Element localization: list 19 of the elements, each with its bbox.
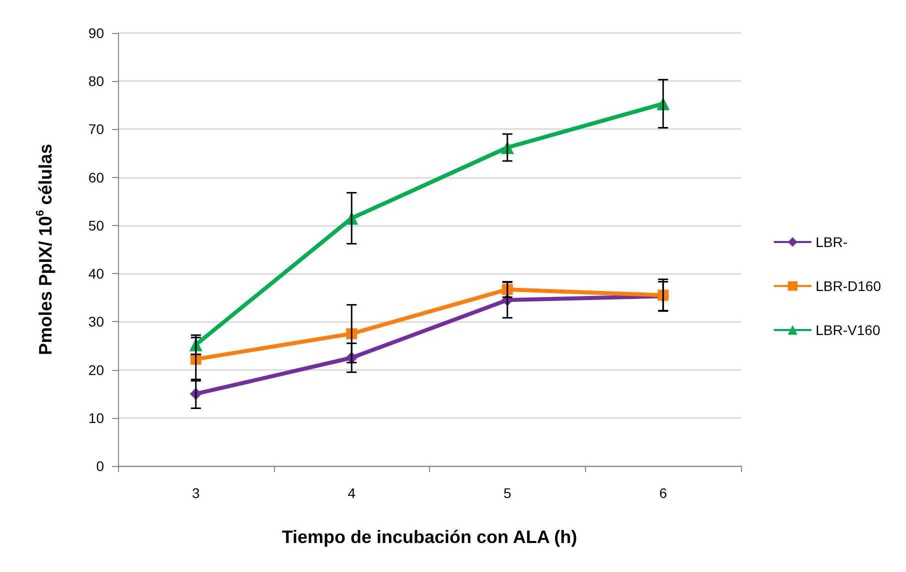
x-tick-label: 3 <box>192 485 200 501</box>
x-tick-label: 4 <box>348 485 356 501</box>
y-tick-label: 40 <box>88 266 104 282</box>
y-tick-label: 80 <box>88 73 104 90</box>
y-tick-label: 30 <box>88 314 104 330</box>
x-tick-label: 5 <box>503 485 512 501</box>
y-tick-label: 20 <box>88 362 104 378</box>
y-tick-label: 60 <box>88 169 104 186</box>
legend-label: LBR-D160 <box>816 278 882 294</box>
y-tick-label: 70 <box>88 121 104 138</box>
legend-label: LBR- <box>816 234 848 250</box>
y-tick-label: 50 <box>88 217 104 234</box>
x-axis-title: Tiempo de incubación con ALA (h) <box>282 527 578 547</box>
y-tick-label: 10 <box>88 410 104 426</box>
y-tick-label: 0 <box>96 458 104 474</box>
y-tick-label: 90 <box>88 25 104 41</box>
y-axis-title: Pmoles PpIX/ 106 células <box>34 144 56 356</box>
legend-label: LBR-V160 <box>816 322 880 338</box>
x-tick-label: 6 <box>659 485 668 501</box>
